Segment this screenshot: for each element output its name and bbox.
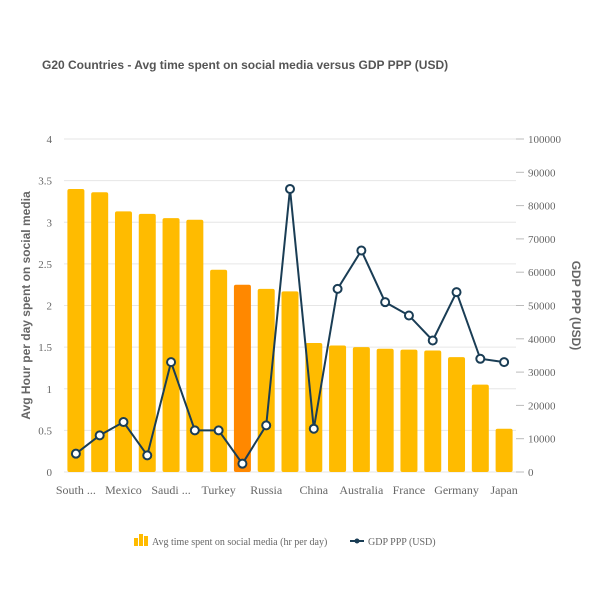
bar xyxy=(471,384,489,472)
y-right-tick-label: 70000 xyxy=(528,234,556,246)
gdp-point xyxy=(403,310,414,321)
x-tick-label: Australia xyxy=(339,483,384,497)
y-left-tick-label: 1.5 xyxy=(38,342,52,354)
y-left-tick-label: 3.5 xyxy=(38,176,52,188)
y-left-tick-label: 2.5 xyxy=(38,259,52,271)
gdp-point xyxy=(94,430,105,441)
bar xyxy=(376,348,394,472)
y-right-tick-label: 10000 xyxy=(528,434,556,446)
gdp-point xyxy=(308,423,319,434)
x-tick-label: France xyxy=(393,483,426,497)
bar xyxy=(210,269,228,472)
gdp-point xyxy=(285,183,295,194)
y-right-tick-label: 20000 xyxy=(528,400,556,412)
y-right-tick-label: 30000 xyxy=(528,367,556,379)
y-left-tick-label: 1 xyxy=(47,384,53,396)
legend-label-bars: Avg time spent on social media (hr per d… xyxy=(152,537,327,548)
gdp-point xyxy=(213,425,224,436)
bar xyxy=(257,288,275,472)
y-right-tick-label: 0 xyxy=(528,467,534,479)
legend-label-line: GDP PPP (USD) xyxy=(368,537,436,548)
bar xyxy=(400,349,418,472)
gdp-point xyxy=(237,458,248,469)
gdp-point xyxy=(499,357,510,368)
y-left-tick-label: 4 xyxy=(47,134,53,146)
bar xyxy=(329,345,347,472)
gdp-point xyxy=(475,353,486,364)
chart-title: G20 Countries - Avg time spent on social… xyxy=(42,58,449,72)
y-left-axis-title: Avg Hour per day spent on social media xyxy=(19,191,33,420)
gdp-point xyxy=(261,420,272,431)
y-right-tick-label: 50000 xyxy=(528,301,556,313)
bar xyxy=(495,428,513,472)
gdp-point xyxy=(70,448,81,459)
y-left-tick-label: 2 xyxy=(47,301,53,313)
x-tick-label: Russia xyxy=(250,483,283,497)
gdp-point xyxy=(332,283,343,294)
y-right-tick-label: 60000 xyxy=(528,267,556,279)
bar xyxy=(162,218,180,472)
y-left-tick-label: 0.5 xyxy=(38,425,52,437)
y-right-tick-label: 40000 xyxy=(528,334,556,346)
bar xyxy=(281,291,299,472)
gdp-point xyxy=(380,297,391,308)
y-right-tick-label: 100000 xyxy=(528,134,562,146)
bar xyxy=(67,188,85,472)
gdp-point xyxy=(189,425,200,436)
x-tick-label: Mexico xyxy=(105,483,142,497)
gdp-point xyxy=(356,245,367,256)
bar xyxy=(186,219,204,472)
bar xyxy=(138,213,156,473)
bar xyxy=(424,350,442,472)
gdp-point xyxy=(142,450,153,461)
bar xyxy=(352,347,370,472)
gdp-point xyxy=(427,335,438,346)
gdp-point xyxy=(451,287,462,298)
y-right-axis-title: GDP PPP (USD) xyxy=(569,261,583,351)
y-right-tick-label: 90000 xyxy=(528,167,556,179)
y-left-tick-label: 0 xyxy=(47,467,53,479)
x-tick-label: Turkey xyxy=(202,483,236,497)
bar xyxy=(91,192,109,472)
x-tick-label: China xyxy=(299,483,328,497)
bar xyxy=(448,357,466,472)
bar xyxy=(114,211,132,473)
gdp-point xyxy=(118,417,129,428)
x-tick-label: Germany xyxy=(434,483,479,497)
legend-bar-icon xyxy=(144,536,148,546)
legend-bar-icon xyxy=(134,538,138,546)
legend-bar-icon xyxy=(139,534,143,546)
y-left-tick-label: 3 xyxy=(47,217,53,229)
gdp-point xyxy=(166,357,177,368)
legend-line-icon xyxy=(354,538,360,544)
bar xyxy=(233,284,251,472)
x-tick-label: South ... xyxy=(56,483,96,497)
y-right-tick-label: 80000 xyxy=(528,201,556,213)
x-tick-label: Japan xyxy=(490,483,517,497)
bar xyxy=(305,342,323,472)
x-tick-label: Saudi ... xyxy=(151,483,190,497)
